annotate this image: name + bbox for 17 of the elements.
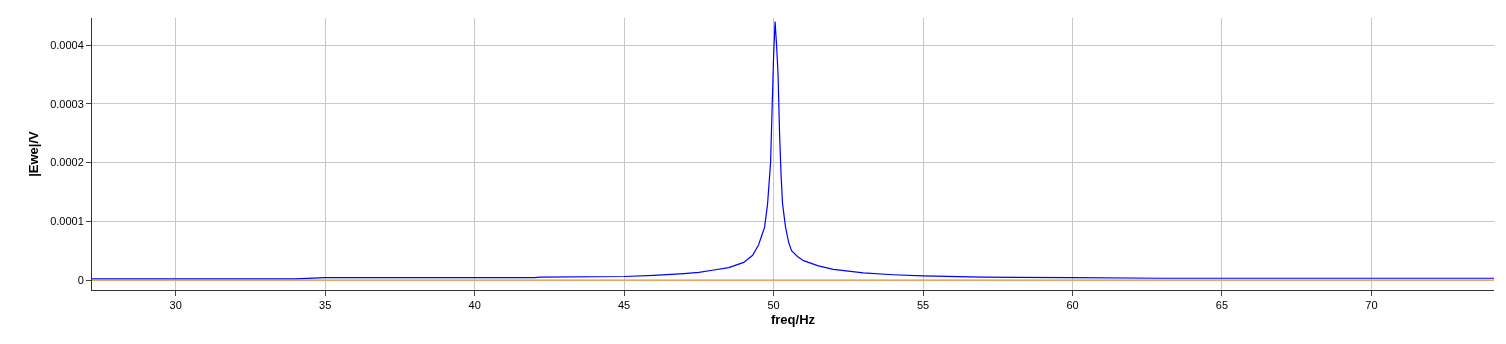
x-tick-label: 70 — [1365, 299, 1378, 312]
y-tick-label: 0.0004 — [50, 38, 84, 51]
y-axis-title: |Ewe|/V — [26, 130, 42, 177]
x-axis-title: freq/Hz — [770, 311, 816, 327]
x-tick-label: 55 — [916, 299, 930, 312]
x-tick-label: 50 — [767, 299, 780, 312]
y-tick-label: 0 — [77, 273, 84, 286]
x-tick-label: 45 — [617, 299, 631, 312]
line-series — [92, 20, 1494, 280]
y-tick-label: 0.0001 — [50, 215, 84, 228]
x-tick-label: 40 — [468, 299, 481, 312]
y-tick-label: 0.0003 — [50, 97, 84, 110]
x-tick-label: 30 — [169, 299, 182, 312]
x-tick-label: 35 — [319, 299, 332, 312]
y-tick-label: 0.0002 — [50, 156, 84, 169]
x-tick-label: 60 — [1066, 299, 1079, 312]
x-tick-label: 65 — [1215, 299, 1229, 312]
